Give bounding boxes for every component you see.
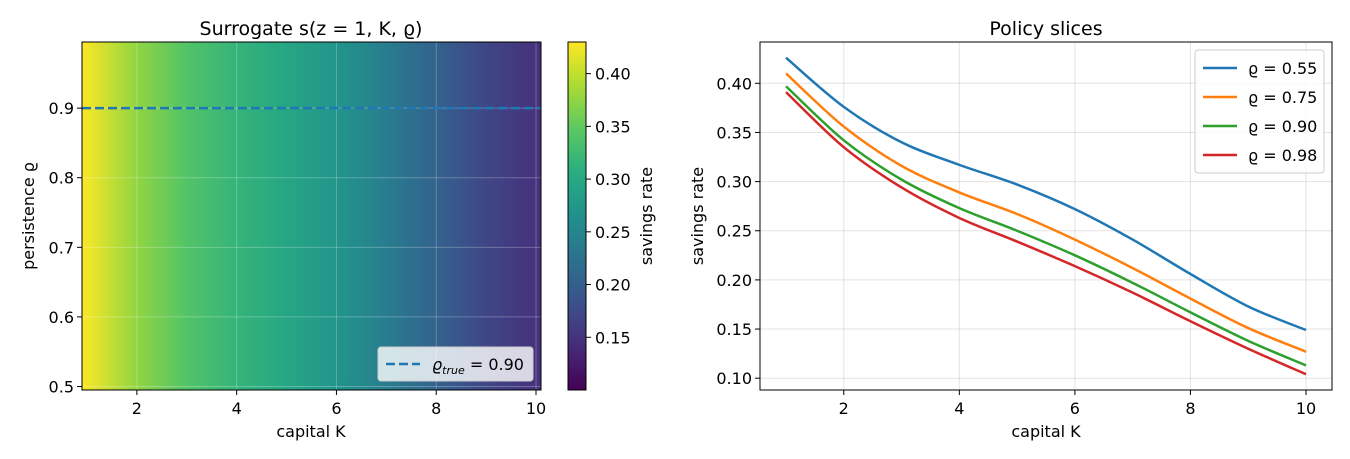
heatmap-y-tick-label: 0.8 bbox=[49, 169, 74, 188]
policy-y-tick-label: 0.25 bbox=[716, 222, 752, 241]
heatmap-x-tick-label: 8 bbox=[431, 399, 441, 418]
policy-series-line-3 bbox=[785, 85, 1307, 367]
heatmap-y-tick-label: 0.6 bbox=[49, 308, 74, 327]
heatmap-y-tick-label: 0.5 bbox=[49, 378, 74, 397]
policy-x-tick-label: 4 bbox=[954, 399, 964, 418]
heatmap-legend-box bbox=[377, 346, 534, 382]
colorbar-tick-label: 0.20 bbox=[595, 276, 631, 295]
policy-y-axis-label: savings rate bbox=[688, 167, 707, 265]
policy-panel: Policy slices 2 4 6 8 10 0.10 0.15 0.20 0.25 0.3… bbox=[688, 18, 1333, 441]
policy-x-tick-label: 8 bbox=[1185, 399, 1195, 418]
policy-legend: ϱ = 0.55 ϱ = 0.75 ϱ = 0.90 ϱ = 0.98 bbox=[1194, 49, 1325, 174]
policy-legend-label: ϱ = 0.75 bbox=[1248, 88, 1317, 107]
heatmap-x-tick-label: 2 bbox=[132, 399, 142, 418]
policy-y-ticks: 0.10 0.15 0.20 0.25 0.30 0.35 0.40 bbox=[716, 74, 760, 388]
policy-frame bbox=[759, 41, 1333, 391]
heatmap-frame bbox=[81, 41, 542, 391]
policy-legend-label: ϱ = 0.90 bbox=[1248, 117, 1317, 136]
colorbar-ticks: 0.15 0.20 0.25 0.30 0.35 0.40 bbox=[586, 65, 631, 347]
policy-y-tick-label: 0.20 bbox=[716, 271, 752, 290]
heatmap-legend-label: ϱtrue = 0.90 bbox=[432, 355, 524, 377]
policy-y-tick-label: 0.15 bbox=[716, 320, 752, 339]
policy-y-tick-label: 0.40 bbox=[716, 74, 752, 93]
heatmap-x-tick-label: 6 bbox=[331, 399, 341, 418]
heatmap-panel: Surrogate s(z = 1, K, ϱ) 2 4 6 8 10 0.50.60.… bbox=[19, 18, 656, 441]
colorbar bbox=[567, 41, 587, 391]
heatmap-image bbox=[82, 42, 541, 390]
heatmap-y-axis-label: persistence ϱ bbox=[19, 162, 38, 270]
colorbar-tick-label: 0.25 bbox=[595, 223, 631, 242]
colorbar-label: savings rate bbox=[637, 167, 656, 265]
heatmap-y-tick-label: 0.7 bbox=[49, 238, 74, 257]
policy-legend-label: ϱ = 0.98 bbox=[1248, 146, 1317, 165]
heatmap-x-tick-label: 4 bbox=[232, 399, 242, 418]
policy-y-tick-label: 0.10 bbox=[716, 369, 752, 388]
colorbar-tick-label: 0.15 bbox=[595, 328, 631, 347]
colorbar-tick-label: 0.35 bbox=[595, 117, 631, 136]
policy-series-line-4 bbox=[785, 91, 1307, 376]
policy-x-axis-label: capital K bbox=[1011, 422, 1081, 441]
policy-legend-label: ϱ = 0.55 bbox=[1248, 59, 1317, 78]
policy-y-tick-label: 0.35 bbox=[716, 123, 752, 142]
legend-rho-subscript: true bbox=[442, 364, 465, 377]
heatmap-legend: ϱtrue = 0.90 bbox=[377, 346, 534, 382]
policy-x-ticks: 2 4 6 8 10 bbox=[839, 390, 1316, 418]
policy-legend-box bbox=[1194, 49, 1325, 174]
policy-title: Policy slices bbox=[989, 18, 1102, 40]
policy-x-tick-label: 6 bbox=[1070, 399, 1080, 418]
heatmap-x-axis-label: capital K bbox=[276, 422, 346, 441]
heatmap-title: Surrogate s(z = 1, K, ϱ) bbox=[200, 18, 423, 40]
heatmap-y-ticks: 0.5 0.6 0.7 0.8 0.9 bbox=[49, 99, 82, 397]
colorbar-tick-label: 0.30 bbox=[595, 170, 631, 189]
heatmap-x-ticks: 2 4 6 8 10 bbox=[132, 390, 546, 418]
policy-series-line-2 bbox=[785, 72, 1307, 353]
legend-rho-value: = 0.90 bbox=[465, 355, 524, 374]
policy-series bbox=[785, 56, 1307, 376]
policy-x-tick-label: 10 bbox=[1296, 399, 1316, 418]
heatmap-y-tick-label: 0.9 bbox=[49, 99, 74, 118]
heatmap-x-tick-label: 10 bbox=[526, 399, 546, 418]
policy-series-line-1 bbox=[785, 56, 1307, 332]
policy-x-tick-label: 2 bbox=[839, 399, 849, 418]
policy-y-tick-label: 0.30 bbox=[716, 173, 752, 192]
colorbar-tick-label: 0.40 bbox=[595, 65, 631, 84]
legend-rho-symbol: ϱ bbox=[432, 355, 442, 374]
